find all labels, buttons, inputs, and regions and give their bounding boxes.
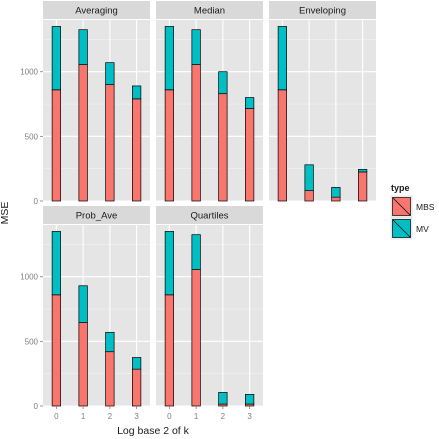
bar-segment-mv	[304, 164, 314, 192]
facet-strip-label: Averaging	[75, 6, 118, 17]
bar-segment-mv	[78, 285, 88, 323]
panel-quartiles: Quartiles	[156, 206, 263, 407]
bar-segment-mv	[191, 29, 201, 65]
axes: 0 500 1000 0 500 1000 0 1 2 3 0 1 2 3	[20, 68, 252, 421]
bar-segment-mbs	[78, 322, 88, 407]
x-axis-title: Log base 2 of k	[117, 425, 190, 437]
x-tick-label: 1	[194, 412, 199, 421]
bar-segment-mbs	[191, 269, 201, 407]
bar-segment-mv	[218, 392, 228, 405]
x-tick-label: 0	[54, 412, 59, 421]
bar-segment-mbs	[132, 98, 142, 202]
bar-segment-mbs	[51, 294, 61, 407]
bar-segment-mbs	[218, 93, 228, 202]
bar-segment-mv	[245, 394, 255, 405]
x-tick-label: 2	[108, 412, 113, 421]
facet-strip-label: Quartiles	[190, 211, 228, 222]
bar-segment-mbs	[105, 84, 115, 202]
y-tick-label: 500	[25, 132, 39, 141]
facet-strip-label: Median	[194, 6, 225, 17]
facet-strip	[156, 1, 263, 19]
facet-panels: Averaging Median Enveloping Prob_Ave Quartil…	[43, 1, 376, 407]
x-tick-label: 0	[167, 412, 172, 421]
bar-segment-mbs	[78, 64, 88, 202]
bar-segment-mv	[51, 231, 61, 296]
panel-averaging: Averaging	[43, 1, 150, 202]
bar-segment-mv	[164, 26, 174, 91]
facet-strip	[269, 1, 376, 19]
panel-enveloping: Enveloping	[269, 1, 376, 202]
y-tick-label: 500	[25, 337, 39, 346]
bar-segment-mv	[105, 62, 115, 85]
legend-swatch-slash	[392, 219, 411, 238]
legend-title: type	[391, 183, 410, 193]
bar-segment-mbs	[132, 368, 142, 407]
bar-segment-mbs	[245, 108, 255, 202]
legend-label-mbs: MBS	[416, 202, 435, 212]
bar-segment-mbs	[331, 196, 341, 202]
bar-segment-mbs	[51, 89, 61, 202]
x-tick-label: 3	[247, 412, 252, 421]
bar-segment-mv	[245, 97, 255, 109]
bar-segment-mv	[218, 71, 228, 95]
bar-segment-mbs	[304, 190, 314, 202]
legend-label-mv: MV	[416, 224, 429, 234]
bar-segment-mbs	[358, 171, 368, 202]
bar-segment-mbs	[105, 351, 115, 407]
bar-segment-mbs	[277, 89, 287, 202]
panel-median: Median	[156, 1, 263, 202]
x-tick-label: 2	[221, 412, 226, 421]
facet-strip-label: Enveloping	[299, 6, 346, 17]
bar-segment-mv	[51, 26, 61, 91]
bar-segment-mv	[191, 234, 201, 270]
bar-segment-mv	[331, 187, 341, 198]
facet-strip-label: Prob_Ave	[76, 211, 118, 222]
y-tick-label: 1000	[20, 68, 38, 77]
bar-segment-mv	[164, 231, 174, 296]
bar-segment-mv	[358, 168, 368, 173]
y-axis-title: MSE	[0, 202, 11, 225]
bar-segment-mv	[78, 29, 88, 65]
y-tick-label: 1000	[20, 273, 38, 282]
bar-segment-mv	[132, 357, 142, 370]
x-tick-label: 1	[81, 412, 86, 421]
panel-prob-ave: Prob_Ave	[43, 206, 150, 407]
legend: type MBS MV	[390, 183, 435, 240]
bar-segment-mv	[105, 331, 115, 353]
y-tick-label: 0	[34, 402, 39, 411]
x-tick-label: 3	[134, 412, 139, 421]
facet-strip	[43, 206, 150, 224]
bar-segment-mv	[132, 85, 142, 100]
bar-segment-mbs	[164, 294, 174, 407]
facet-strip	[156, 206, 263, 224]
facet-strip	[43, 1, 150, 19]
bar-segment-mv	[277, 26, 287, 91]
y-tick-label: 0	[34, 197, 39, 206]
legend-swatch-slash	[392, 197, 411, 216]
bar-segment-mbs	[191, 64, 201, 202]
bar-segment-mbs	[164, 89, 174, 202]
